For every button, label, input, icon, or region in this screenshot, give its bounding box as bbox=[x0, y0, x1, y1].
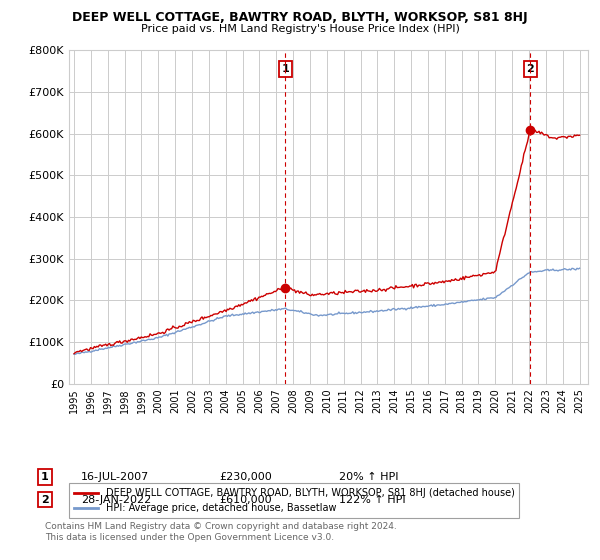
Text: 2: 2 bbox=[41, 494, 49, 505]
Text: 2: 2 bbox=[526, 64, 534, 74]
Text: 1: 1 bbox=[41, 472, 49, 482]
Text: £230,000: £230,000 bbox=[219, 472, 272, 482]
Text: Contains HM Land Registry data © Crown copyright and database right 2024.: Contains HM Land Registry data © Crown c… bbox=[45, 522, 397, 531]
Text: 28-JAN-2022: 28-JAN-2022 bbox=[81, 494, 151, 505]
Text: Price paid vs. HM Land Registry's House Price Index (HPI): Price paid vs. HM Land Registry's House … bbox=[140, 24, 460, 34]
Text: This data is licensed under the Open Government Licence v3.0.: This data is licensed under the Open Gov… bbox=[45, 533, 334, 542]
Text: 20% ↑ HPI: 20% ↑ HPI bbox=[339, 472, 398, 482]
Text: DEEP WELL COTTAGE, BAWTRY ROAD, BLYTH, WORKSOP, S81 8HJ: DEEP WELL COTTAGE, BAWTRY ROAD, BLYTH, W… bbox=[72, 11, 528, 24]
Legend: DEEP WELL COTTAGE, BAWTRY ROAD, BLYTH, WORKSOP, S81 8HJ (detached house), HPI: A: DEEP WELL COTTAGE, BAWTRY ROAD, BLYTH, W… bbox=[68, 483, 520, 518]
Text: 16-JUL-2007: 16-JUL-2007 bbox=[81, 472, 149, 482]
Text: £610,000: £610,000 bbox=[219, 494, 272, 505]
Text: 1: 1 bbox=[281, 64, 289, 74]
Text: 122% ↑ HPI: 122% ↑ HPI bbox=[339, 494, 406, 505]
